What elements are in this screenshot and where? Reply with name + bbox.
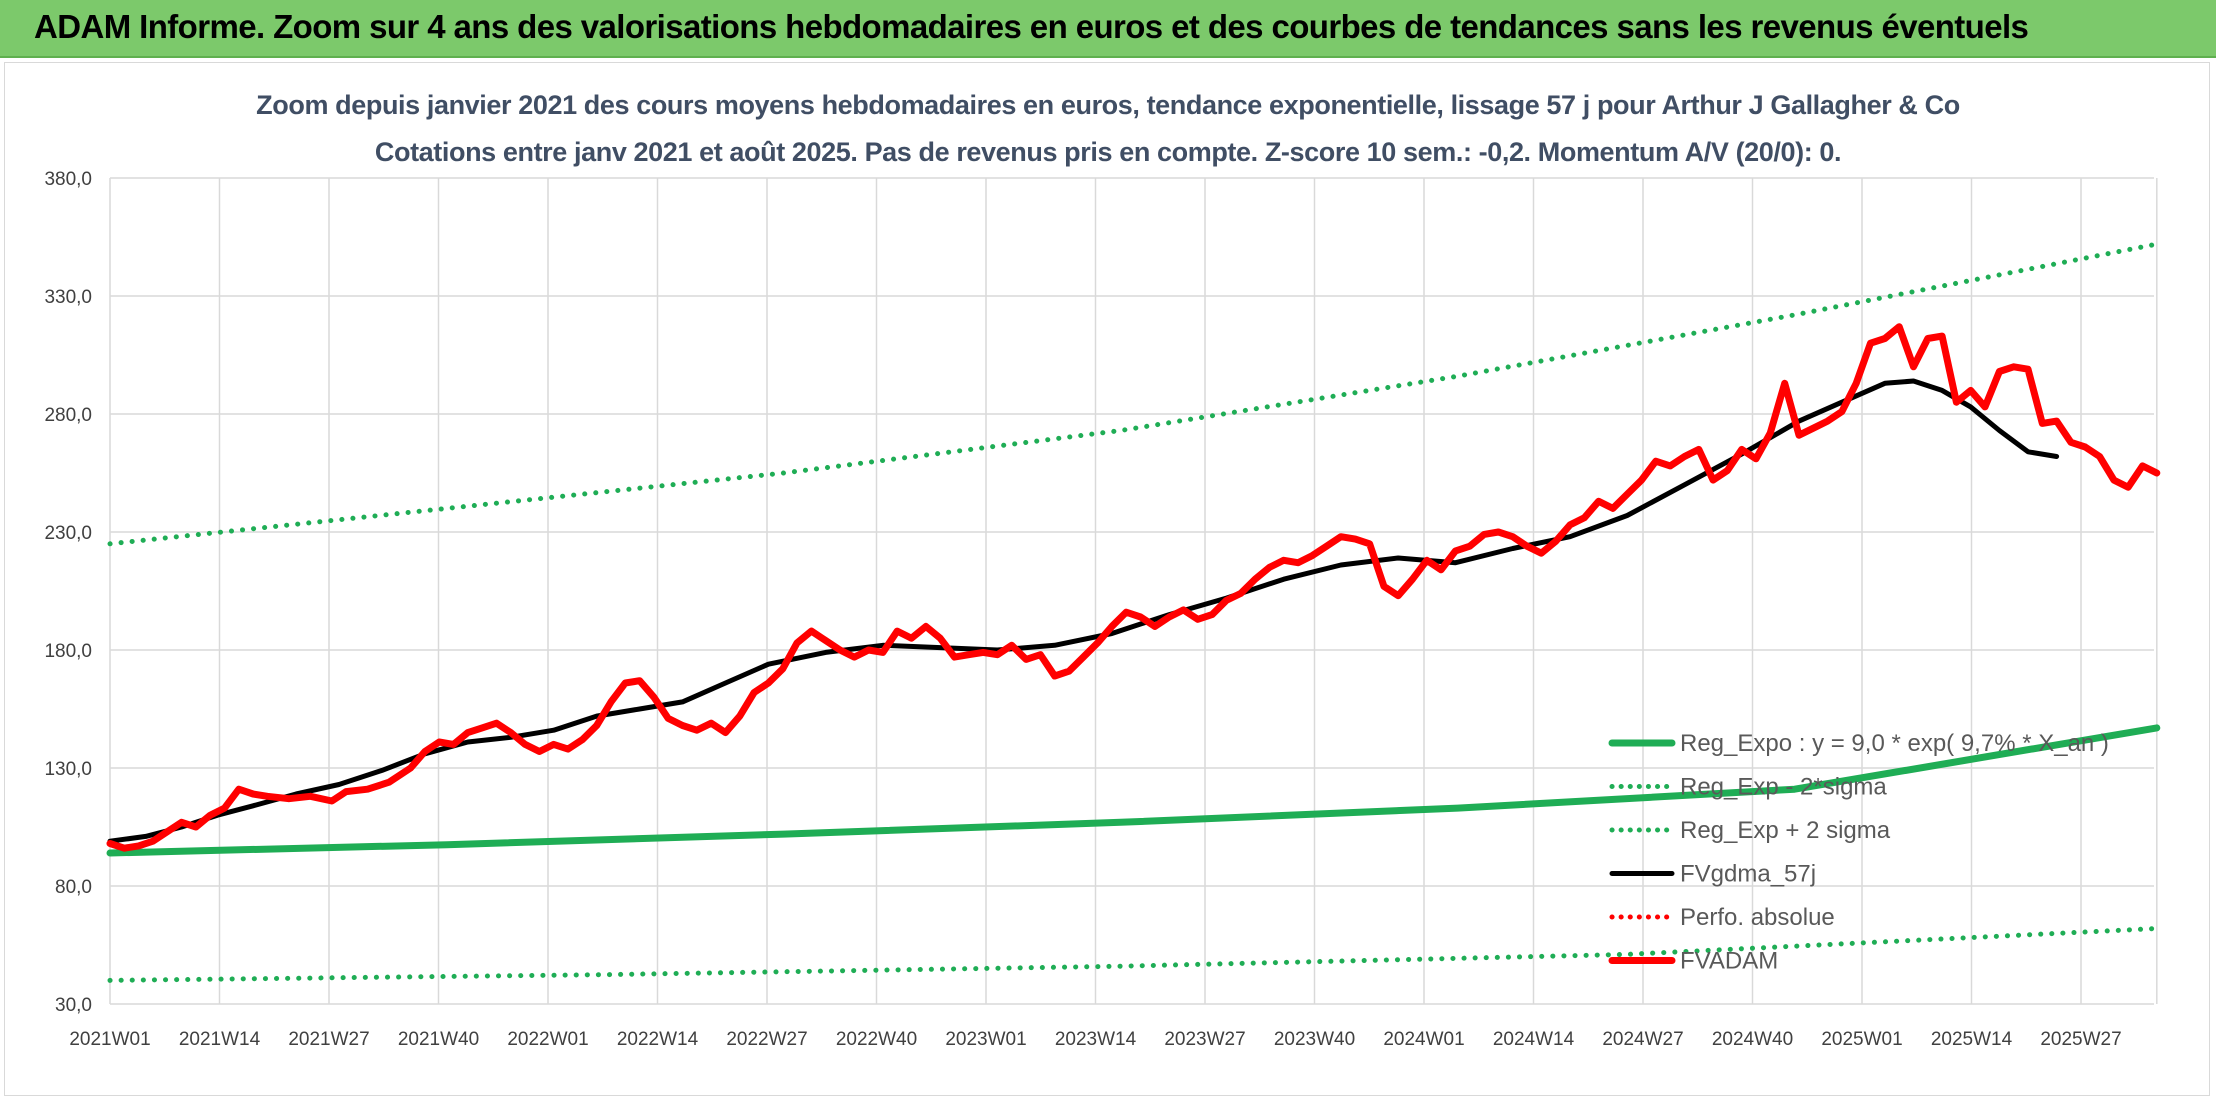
y-tick-label: 330,0 — [44, 287, 92, 308]
x-tick-label: 2021W14 — [179, 1029, 261, 1050]
chart-frame — [4, 62, 2210, 1096]
legend-label-5: FVADAM — [1680, 948, 1778, 975]
x-tick-label: 2024W27 — [1602, 1029, 1683, 1050]
y-tick-label: 380,0 — [44, 169, 92, 190]
series-line-5 — [106, 323, 2161, 852]
x-tick-label: 2024W14 — [1493, 1029, 1575, 1050]
x-tick-label: 2021W27 — [288, 1029, 369, 1050]
report-title: ADAM Informe. Zoom sur 4 ans des valoris… — [34, 8, 2029, 45]
chart-subtitle: Cotations entre janv 2021 et août 2025. … — [374, 137, 1842, 167]
series-line-3 — [107, 378, 2060, 844]
legend: Reg_Expo : y = 9,0 * exp( 9,7% * X_an ) R… — [1608, 730, 2109, 975]
x-tick-label: 2023W27 — [1164, 1029, 1245, 1050]
x-axis-ticks: 2021W01 2021W14 2021W27 2021W40 2022W01 2022W… — [69, 1029, 2121, 1050]
x-tick-label: 2023W40 — [1274, 1029, 1355, 1050]
series-line-2 — [107, 241, 2160, 547]
series-lines — [106, 241, 2161, 983]
y-axis-ticks: 30,0 80,0 130,0 180,0 230,0 280,0 330,0 380,0 — [44, 169, 92, 1016]
x-tick-label: 2025W27 — [2040, 1029, 2121, 1050]
legend-label-0: Reg_Expo : y = 9,0 * exp( 9,7% * X_an ) — [1680, 730, 2109, 757]
legend-label-3: FVgdma_57j — [1680, 861, 1816, 888]
chart-title: Zoom depuis janvier 2021 des cours moyen… — [256, 90, 1960, 120]
x-tick-label: 2022W27 — [726, 1029, 807, 1050]
x-tick-label: 2025W01 — [1821, 1029, 1902, 1050]
y-tick-label: 130,0 — [44, 759, 92, 780]
y-tick-label: 280,0 — [44, 405, 92, 426]
report-banner: ADAM Informe. Zoom sur 4 ans des valoris… — [0, 0, 2216, 58]
x-tick-label: 2023W01 — [945, 1029, 1026, 1050]
legend-label-4: Perfo. absolue — [1680, 904, 1835, 931]
x-tick-label: 2024W40 — [1712, 1029, 1793, 1050]
y-tick-label: 30,0 — [55, 995, 92, 1016]
gridlines — [109, 177, 2158, 1005]
x-tick-label: 2024W01 — [1383, 1029, 1464, 1050]
legend-label-1: Reg_Exp - 2*sigma — [1680, 774, 1887, 801]
series-line-1 — [107, 926, 2160, 983]
x-tick-label: 2021W40 — [398, 1029, 479, 1050]
x-tick-label: 2022W14 — [617, 1029, 699, 1050]
legend-label-2: Reg_Exp + 2 sigma — [1680, 817, 1891, 844]
series-line-0 — [106, 724, 2161, 857]
x-tick-label: 2021W01 — [69, 1029, 150, 1050]
y-tick-label: 180,0 — [44, 641, 92, 662]
x-tick-label: 2022W01 — [507, 1029, 588, 1050]
x-tick-label: 2025W14 — [1931, 1029, 2013, 1050]
y-tick-label: 230,0 — [44, 523, 92, 544]
x-tick-label: 2022W40 — [836, 1029, 917, 1050]
y-tick-label: 80,0 — [55, 877, 92, 898]
x-tick-label: 2023W14 — [1055, 1029, 1137, 1050]
